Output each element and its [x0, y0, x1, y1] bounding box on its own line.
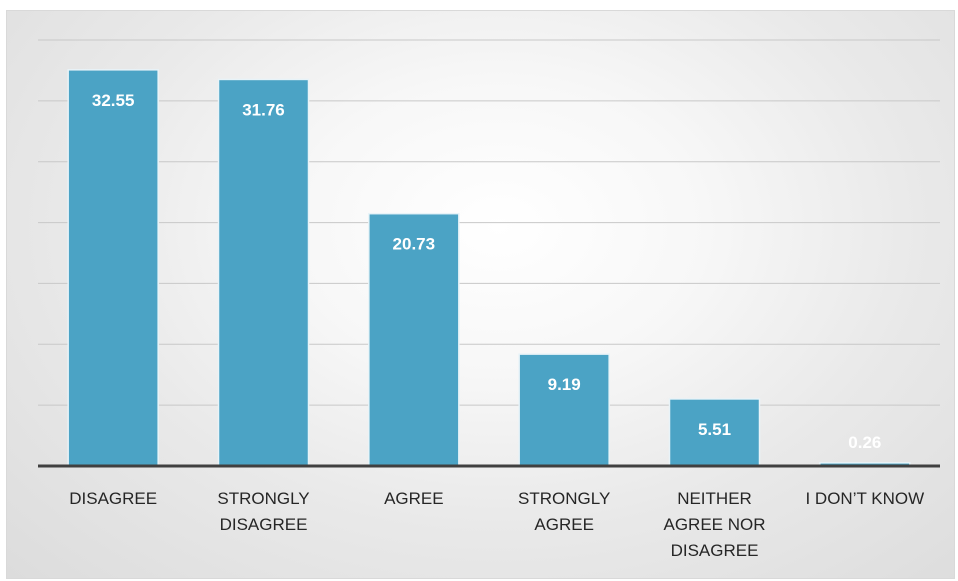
x-tick-label: STRONGLY AGREE: [518, 489, 610, 534]
bar: [518, 353, 610, 467]
gridlines: [38, 39, 940, 406]
x-tick-label: NEITHER AGREE NOR DISAGREE: [663, 489, 765, 560]
x-axis-tick-labels: DISAGREE STRONGLY DISAGREE AGREE STRONGLY AGR…: [69, 489, 924, 560]
data-label: 20.73: [393, 235, 436, 254]
x-tick-label: AGREE: [384, 489, 444, 508]
data-label: 32.55: [92, 91, 135, 110]
data-label: 0.26: [848, 433, 881, 452]
x-tick-label: STRONGLY DISAGREE: [217, 489, 309, 534]
bar: [668, 398, 761, 467]
data-label: 5.51: [698, 420, 731, 439]
bar: [67, 69, 159, 467]
x-tick-label: DISAGREE: [69, 489, 157, 508]
data-label: 31.76: [242, 100, 285, 119]
data-label: 9.19: [548, 375, 581, 394]
bars: [67, 69, 911, 467]
value-labels: 32.55 31.76 20.73 9.19 5.51 0.26: [92, 91, 881, 452]
bar: [368, 212, 460, 467]
x-tick-label: I DON’T KNOW: [805, 489, 924, 508]
bar: [217, 78, 310, 467]
chart-frame: [6, 10, 955, 579]
